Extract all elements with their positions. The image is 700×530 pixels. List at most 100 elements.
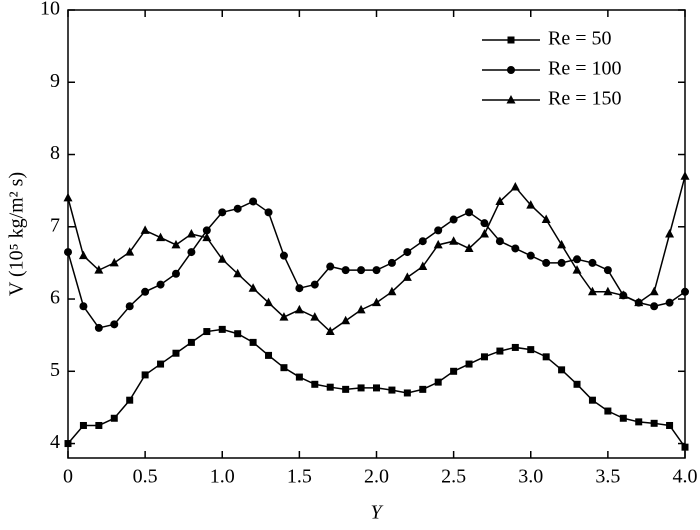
legend-marker: [506, 95, 516, 104]
data-point: [465, 208, 474, 217]
data-point: [109, 257, 119, 267]
data-point: [558, 366, 566, 374]
y-tick-label: 8: [50, 142, 60, 164]
y-tick-label: 4: [50, 431, 60, 453]
data-point: [79, 302, 88, 311]
data-point: [511, 244, 520, 253]
legend-marker: [507, 66, 515, 74]
data-point: [572, 265, 582, 274]
data-point: [202, 226, 211, 235]
x-tick-label: 3.0: [518, 466, 543, 488]
data-point: [418, 261, 428, 271]
data-point: [187, 338, 195, 346]
data-point: [94, 323, 103, 332]
data-point: [203, 328, 211, 336]
x-tick-label: 0: [63, 466, 73, 488]
y-tick-label: 9: [50, 70, 60, 92]
data-point: [527, 346, 535, 354]
data-point: [635, 418, 643, 426]
data-point: [234, 330, 242, 338]
legend-marker: [507, 36, 515, 44]
data-point: [341, 266, 350, 275]
x-tick-label: 1.0: [210, 466, 235, 488]
data-point: [666, 421, 674, 429]
x-tick-label: 1.5: [287, 466, 312, 488]
y-tick-label: 5: [50, 359, 60, 381]
data-point: [403, 248, 412, 257]
data-point: [681, 443, 689, 451]
data-point: [372, 297, 381, 307]
data-point: [187, 248, 196, 257]
y-tick-label: 10: [40, 0, 60, 20]
data-point: [110, 414, 118, 422]
data-point: [342, 385, 350, 393]
data-point: [680, 171, 690, 180]
data-point: [603, 266, 612, 275]
data-point: [479, 229, 489, 238]
data-point: [603, 286, 613, 296]
legend-label: Re = 150: [548, 88, 622, 110]
data-point: [218, 325, 226, 333]
data-point: [64, 248, 72, 257]
data-point: [157, 360, 165, 368]
data-point: [495, 196, 505, 205]
data-point: [233, 268, 243, 278]
data-point: [372, 266, 381, 275]
data-point: [557, 239, 567, 249]
data-point: [480, 219, 489, 228]
data-point: [588, 258, 597, 267]
x-tick-label: 4.0: [673, 466, 698, 488]
data-point: [64, 440, 72, 448]
data-point: [588, 396, 596, 404]
data-point: [264, 297, 274, 307]
data-point: [634, 297, 644, 307]
data-point: [526, 251, 535, 260]
data-point: [217, 254, 227, 263]
data-point: [573, 380, 581, 388]
data-point: [63, 192, 73, 202]
data-point: [156, 280, 165, 289]
data-point: [310, 312, 320, 321]
data-point: [141, 371, 149, 379]
data-point: [433, 239, 443, 249]
data-point: [280, 364, 288, 372]
data-point: [542, 353, 550, 361]
data-point: [387, 258, 396, 267]
data-point: [140, 225, 150, 234]
data-point: [356, 304, 366, 314]
data-point: [202, 232, 212, 242]
data-point: [110, 320, 119, 329]
data-point: [326, 383, 334, 391]
data-point: [94, 265, 104, 274]
data-point: [649, 286, 659, 296]
data-point: [357, 266, 366, 275]
data-point: [171, 269, 180, 278]
data-point: [449, 215, 458, 224]
data-point: [357, 384, 365, 392]
data-point: [587, 286, 597, 296]
data-point: [434, 226, 443, 235]
data-point: [125, 247, 135, 256]
data-point: [171, 239, 181, 249]
data-point: [496, 347, 504, 355]
data-point: [126, 396, 134, 404]
data-point: [511, 343, 519, 351]
data-point: [279, 312, 289, 321]
data-point: [495, 237, 504, 246]
data-point: [310, 280, 319, 289]
data-point: [218, 208, 227, 217]
data-point: [619, 414, 627, 422]
data-point: [542, 258, 551, 267]
y-tick-label: 7: [50, 214, 60, 236]
data-point: [681, 287, 689, 296]
data-point: [449, 236, 459, 245]
data-point: [373, 384, 380, 392]
data-point: [403, 389, 411, 397]
data-point: [265, 351, 273, 359]
x-tick-label: 2.0: [364, 466, 389, 488]
data-point: [541, 214, 551, 224]
data-point: [402, 272, 412, 281]
data-point: [604, 407, 612, 415]
data-point: [341, 315, 351, 325]
